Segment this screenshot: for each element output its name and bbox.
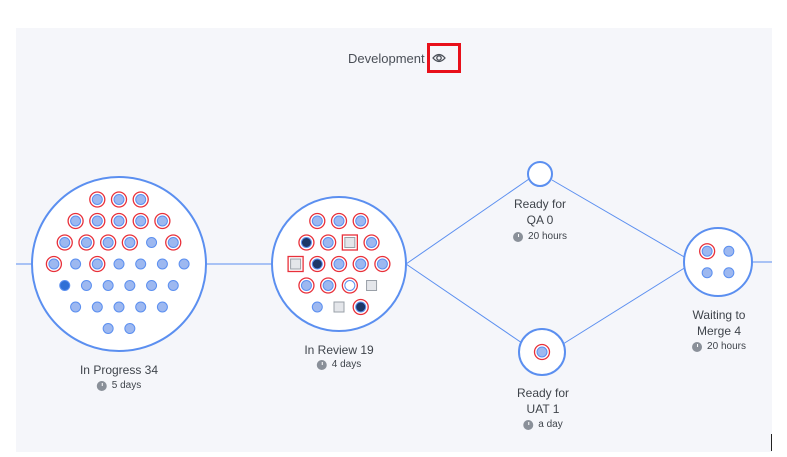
work-item-dot[interactable] — [135, 258, 147, 270]
work-item-dot[interactable] — [344, 280, 356, 291]
work-item-dot[interactable] — [376, 258, 388, 270]
work-item-dot[interactable] — [156, 301, 168, 313]
work-item-square[interactable] — [333, 301, 345, 313]
work-item-square[interactable] — [366, 280, 378, 291]
work-item-dot[interactable] — [91, 258, 103, 270]
stage-label-in-review: In Review 19 — [304, 343, 374, 357]
board-title: Development — [348, 51, 425, 66]
work-item-dot[interactable] — [723, 267, 735, 279]
clock-icon — [316, 359, 327, 370]
work-item-dot[interactable] — [333, 215, 345, 227]
work-item-dot[interactable] — [366, 237, 378, 248]
work-item-dot[interactable] — [102, 237, 114, 248]
clock-icon — [513, 231, 524, 242]
work-item-dot[interactable] — [135, 194, 147, 205]
connector-line — [405, 178, 530, 265]
work-item-dot[interactable] — [113, 194, 125, 205]
work-item-dot[interactable] — [311, 258, 323, 270]
work-item-dot[interactable] — [701, 267, 713, 279]
work-item-dot[interactable] — [124, 280, 136, 291]
work-item-dot[interactable] — [300, 237, 312, 248]
flag-ring — [341, 234, 359, 251]
connector-line — [562, 266, 687, 345]
stage-time-ready-qa: 20 hours — [513, 231, 567, 242]
work-item-dot[interactable] — [311, 301, 323, 313]
work-item-dot[interactable] — [536, 346, 548, 358]
work-item-dot[interactable] — [80, 237, 92, 248]
stage-label-in-progress: In Progress 34 — [79, 363, 159, 377]
stage-node-ready-qa[interactable] — [527, 161, 553, 187]
work-item-dot[interactable] — [102, 280, 114, 291]
stage-label-ready-uat: Ready for UAT 1 — [516, 386, 570, 416]
work-item-dot[interactable] — [355, 258, 367, 270]
stage-label-waiting-merge: Waiting to Merge 4 — [692, 308, 746, 338]
connector-line — [405, 263, 523, 344]
work-item-dot[interactable] — [146, 237, 158, 248]
stage-time-waiting-merge: 20 hours — [692, 341, 746, 352]
work-item-dot[interactable] — [355, 215, 367, 227]
stage-node-waiting-merge[interactable] — [683, 227, 753, 297]
work-item-dot[interactable] — [70, 301, 82, 313]
work-item-dot[interactable] — [91, 215, 103, 227]
work-item-dot[interactable] — [80, 280, 92, 291]
work-item-dot[interactable] — [156, 215, 168, 227]
flag-ring — [287, 255, 304, 273]
work-item-dot[interactable] — [311, 215, 323, 227]
work-item-dot[interactable] — [300, 280, 312, 291]
stage-time-in-review: 4 days — [316, 359, 361, 370]
work-item-square[interactable] — [290, 258, 302, 270]
stage-label-ready-qa: Ready for QA 0 — [513, 197, 567, 227]
work-item-dot[interactable] — [113, 258, 125, 270]
work-item-dot[interactable] — [59, 280, 71, 291]
work-item-dot[interactable] — [48, 258, 60, 270]
work-item-square[interactable] — [344, 237, 356, 248]
stage-time-in-progress: 5 days — [96, 380, 141, 391]
work-item-dot[interactable] — [167, 280, 179, 291]
work-item-dot[interactable] — [124, 237, 136, 248]
work-item-dot[interactable] — [59, 237, 71, 248]
work-item-dot[interactable] — [333, 258, 345, 270]
highlight-box — [427, 43, 461, 73]
work-item-dot[interactable] — [91, 194, 103, 205]
work-item-dot[interactable] — [322, 280, 334, 291]
work-item-dot[interactable] — [124, 323, 136, 334]
work-item-dot[interactable] — [113, 301, 125, 313]
work-item-dot[interactable] — [135, 301, 147, 313]
work-item-dot[interactable] — [156, 258, 168, 270]
stage-time-ready-uat: a day — [523, 419, 563, 430]
clock-icon — [96, 380, 107, 391]
work-item-dot[interactable] — [135, 215, 147, 227]
work-item-dot[interactable] — [167, 237, 179, 248]
clock-icon — [523, 419, 534, 430]
text-cursor — [771, 434, 772, 451]
work-item-dot[interactable] — [723, 245, 735, 257]
work-item-dot[interactable] — [91, 301, 103, 313]
work-item-dot[interactable] — [70, 258, 82, 270]
work-item-dot[interactable] — [355, 301, 367, 313]
eye-icon[interactable] — [432, 52, 446, 64]
work-item-dot[interactable] — [701, 245, 713, 257]
work-item-dot[interactable] — [178, 258, 190, 270]
connector-line — [551, 179, 687, 259]
work-item-dot[interactable] — [113, 215, 125, 227]
work-item-dot[interactable] — [70, 215, 82, 227]
clock-icon — [692, 341, 703, 352]
work-item-dot[interactable] — [146, 280, 158, 291]
work-item-dot[interactable] — [102, 323, 114, 334]
work-item-dot[interactable] — [322, 237, 334, 248]
